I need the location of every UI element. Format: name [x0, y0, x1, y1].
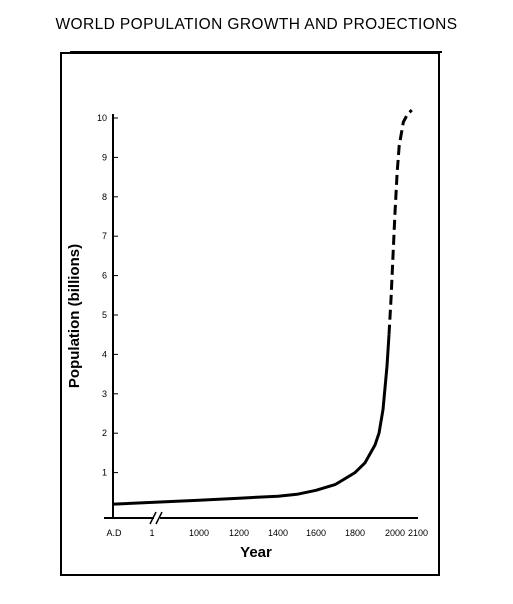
x-tick-label: 1000 — [189, 528, 209, 538]
y-tick-label: 2 — [102, 428, 107, 438]
chart-frame — [60, 51, 442, 576]
population-line — [113, 334, 391, 506]
page-title: WORLD POPULATION GROWTH AND PROJECTIONS — [55, 16, 458, 33]
x-tick-label: 2100 — [408, 528, 428, 538]
x-tick-label: A.D — [106, 528, 122, 538]
y-axis-label: Population (billions) — [66, 244, 83, 388]
y-tick-label: 1 — [102, 468, 107, 478]
y-tick-label: 5 — [102, 310, 107, 320]
axis-break-mark — [155, 511, 163, 525]
x-axis-label: Year — [240, 544, 272, 561]
axis-ticks: 1 2 3 4 5 6 7 8 9 10 A.D 1 1000 1200 1400 1600 1800 2000 2… — [97, 113, 428, 538]
y-tick-label: 4 — [102, 349, 107, 359]
series-layer — [113, 109, 413, 506]
y-tick-label: 10 — [97, 113, 107, 123]
y-tick-label: 8 — [102, 192, 107, 202]
x-tick-label: 1600 — [306, 528, 326, 538]
axis-break-mark — [149, 511, 157, 525]
y-tick-label: 7 — [102, 231, 107, 241]
x-tick-label: 1400 — [268, 528, 288, 538]
projection-line — [387, 109, 413, 335]
axes — [104, 114, 418, 525]
y-tick-label: 9 — [102, 152, 107, 162]
x-tick-label: 1200 — [229, 528, 249, 538]
y-tick-label: 3 — [102, 389, 107, 399]
x-tick-label: 2000 — [385, 528, 405, 538]
x-tick-label: 1 — [149, 528, 154, 538]
y-tick-label: 6 — [102, 271, 107, 281]
x-tick-label: 1800 — [345, 528, 365, 538]
